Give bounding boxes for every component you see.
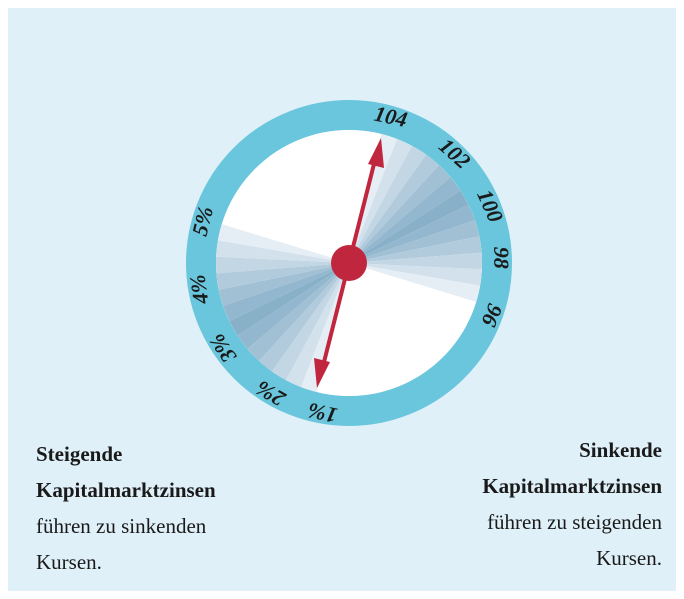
caption-bold: Steigende xyxy=(36,436,216,472)
caption-text: Kursen. xyxy=(482,540,662,576)
center-dot xyxy=(331,245,367,281)
caption-text: führen zu steigenden xyxy=(482,504,662,540)
dial-label: 4% xyxy=(184,273,213,307)
page: 10410210098965%4%3%2%1% Steigende Kapita… xyxy=(0,0,684,599)
caption-bold: Kapitalmarktzinsen xyxy=(482,468,662,504)
right-caption: Sinkende Kapitalmarktzinsen führen zu st… xyxy=(482,432,662,576)
dial-label: 98 xyxy=(489,247,514,269)
left-caption: Steigende Kapitalmarktzinsen führen zu s… xyxy=(36,436,216,580)
caption-text: Kursen. xyxy=(36,544,216,580)
caption-text: führen zu sinkenden xyxy=(36,508,216,544)
caption-bold: Kapitalmarktzinsen xyxy=(36,472,216,508)
caption-bold: Sinkende xyxy=(482,432,662,468)
